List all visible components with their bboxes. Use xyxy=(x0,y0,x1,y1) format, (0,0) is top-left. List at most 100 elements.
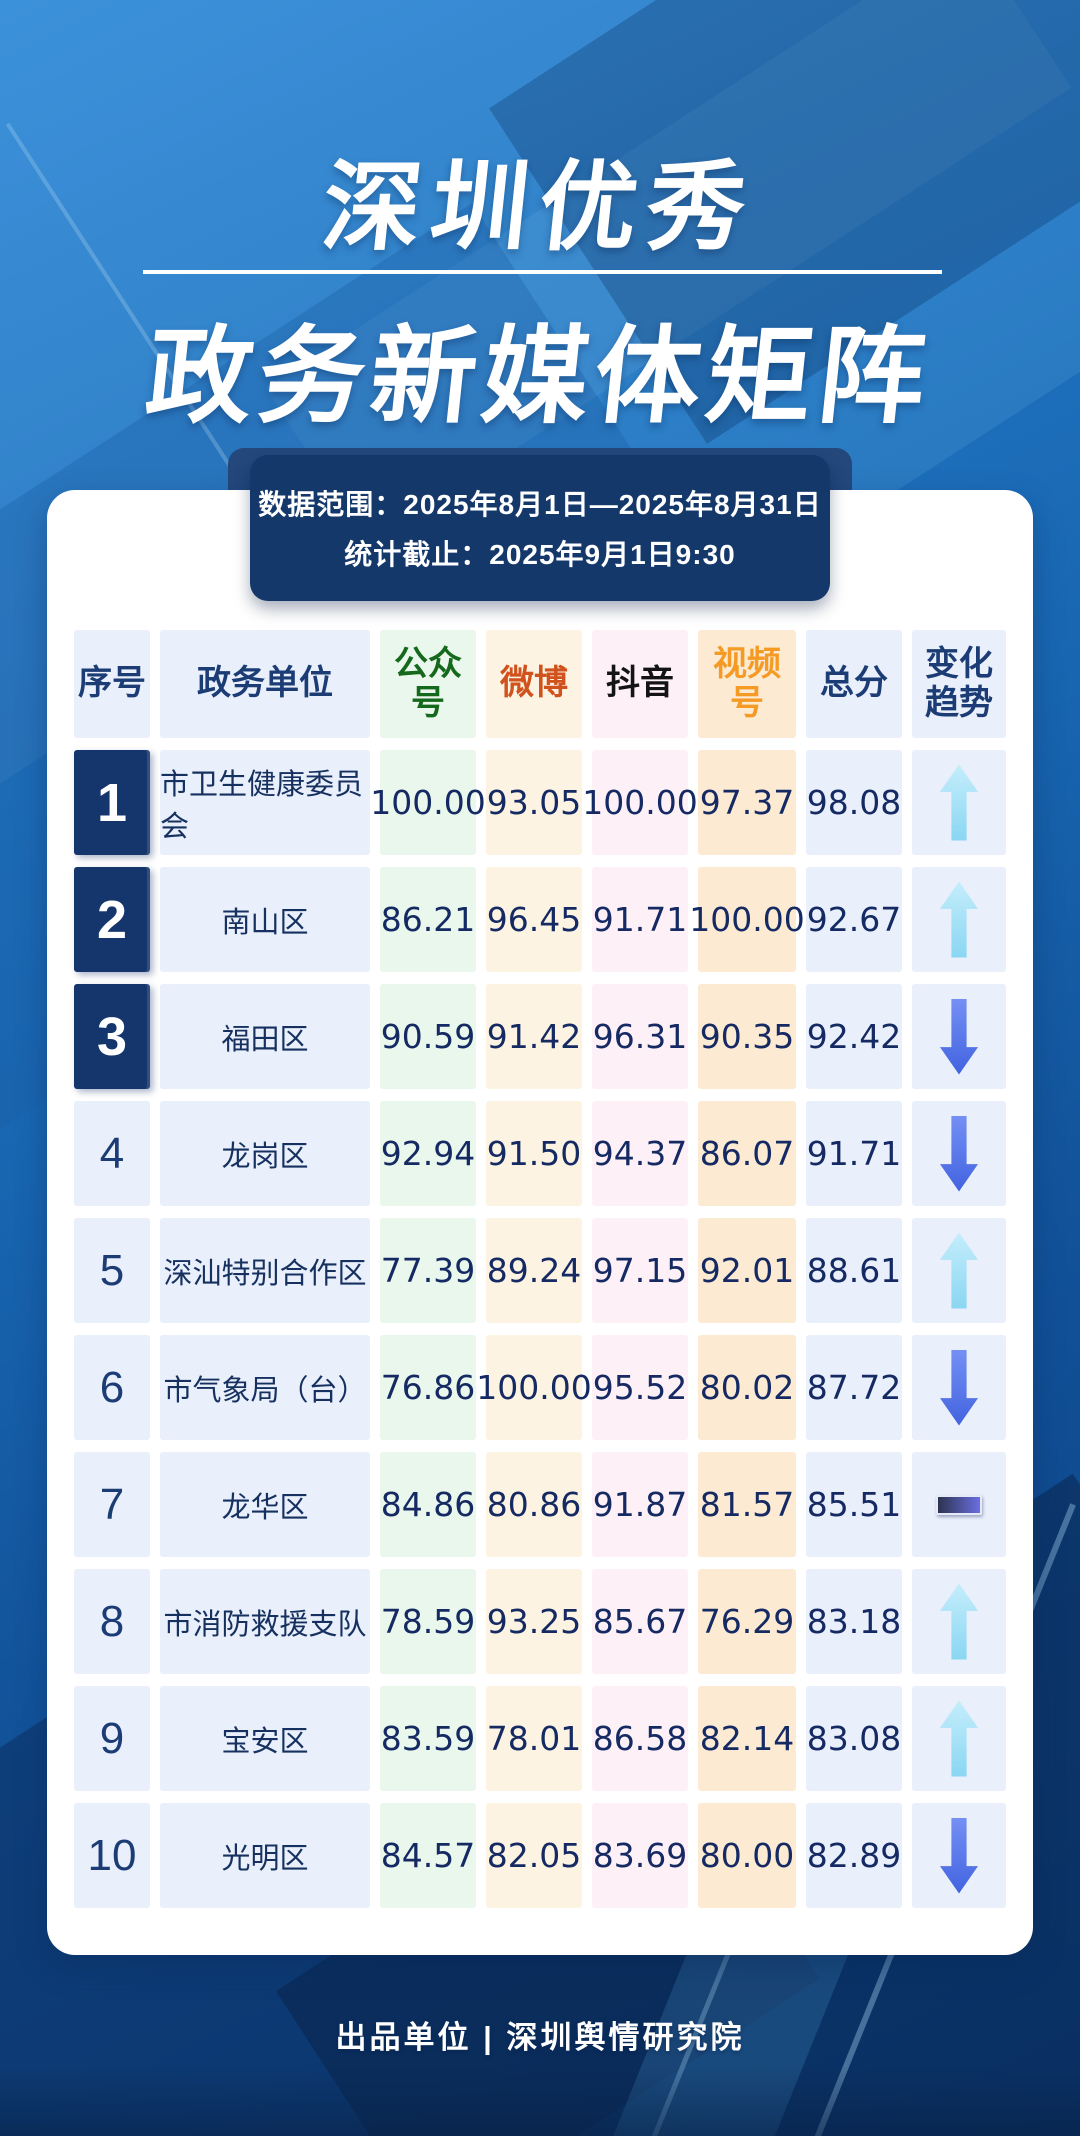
table-row: 9 宝安区 83.59 78.01 86.58 82.14 83.08 xyxy=(74,1686,1006,1791)
douyin-score-cell: 95.52 xyxy=(592,1335,688,1440)
unit-cell: 龙岗区 xyxy=(160,1101,370,1206)
gongzhonghao-score-cell: 84.86 xyxy=(380,1452,476,1557)
header-trend-text: 变化趋势 xyxy=(925,644,993,722)
header-douyin: 抖音 xyxy=(592,630,688,738)
weibo-score-cell: 80.86 xyxy=(486,1452,582,1557)
gongzhonghao-score-cell: 92.94 xyxy=(380,1101,476,1206)
unit-cell: 深汕特别合作区 xyxy=(160,1218,370,1323)
total-score-cell: 83.18 xyxy=(806,1569,902,1674)
weibo-score-cell: 78.01 xyxy=(486,1686,582,1791)
unit-cell: 龙华区 xyxy=(160,1452,370,1557)
weibo-score-cell: 91.42 xyxy=(486,984,582,1089)
douyin-score-cell: 97.15 xyxy=(592,1218,688,1323)
header-trend: 变化趋势 xyxy=(912,630,1006,738)
table-row: 1 市卫生健康委员会 100.00 93.05 100.00 97.37 98.08 xyxy=(74,750,1006,855)
gongzhonghao-score-cell: 86.21 xyxy=(380,867,476,972)
weibo-score-cell: 93.05 xyxy=(486,750,582,855)
trend-up-icon xyxy=(940,764,978,841)
shipinhao-score-cell: 90.35 xyxy=(698,984,796,1089)
gongzhonghao-score-cell: 83.59 xyxy=(380,1686,476,1791)
date-range-badge: 数据范围：2025年8月1日—2025年8月31日 统计截止：2025年9月1日… xyxy=(250,455,830,601)
gongzhonghao-score-cell: 78.59 xyxy=(380,1569,476,1674)
header-shipinhao: 视频号 xyxy=(698,630,796,738)
badge-date-range: 数据范围：2025年8月1日—2025年8月31日 xyxy=(258,489,822,520)
trend-cell xyxy=(912,1686,1006,1791)
trend-cell xyxy=(912,750,1006,855)
page-title-line-1-text: 深圳优秀 xyxy=(317,152,761,262)
header-rank: 序号 xyxy=(74,630,150,738)
shipinhao-score-cell: 80.00 xyxy=(698,1803,796,1908)
shipinhao-score-cell: 97.37 xyxy=(698,750,796,855)
douyin-score-cell: 91.71 xyxy=(592,867,688,972)
trend-up-icon xyxy=(940,881,978,958)
header-weibo: 微博 xyxy=(486,630,582,738)
table-row: 2 南山区 86.21 96.45 91.71 100.00 92.67 xyxy=(74,867,1006,972)
header-gongzhonghao: 公众号 xyxy=(380,630,476,738)
weibo-score-cell: 91.50 xyxy=(486,1101,582,1206)
rank-cell: 3 xyxy=(74,984,150,1089)
gongzhonghao-score-cell: 77.39 xyxy=(380,1218,476,1323)
rank-cell: 8 xyxy=(74,1569,150,1674)
trend-up-icon xyxy=(940,1583,978,1660)
trend-cell xyxy=(912,1101,1006,1206)
trend-flat-icon xyxy=(936,1494,982,1515)
shipinhao-score-cell: 76.29 xyxy=(698,1569,796,1674)
page-title-line-1: 深圳优秀 xyxy=(0,128,1080,270)
weibo-score-cell: 82.05 xyxy=(486,1803,582,1908)
trend-down-icon xyxy=(940,998,978,1075)
rank-cell: 6 xyxy=(74,1335,150,1440)
title-divider xyxy=(143,270,942,274)
page-title-line-2: 政务新媒体矩阵 xyxy=(0,290,1080,444)
table-row: 5 深汕特别合作区 77.39 89.24 97.15 92.01 88.61 xyxy=(74,1218,1006,1323)
rank-cell: 5 xyxy=(74,1218,150,1323)
table-card: 序号 政务单位 公众号 微博 抖音 视频号 总分 变化趋势 1 市卫生健康委员会 1… xyxy=(47,490,1033,1955)
shipinhao-score-cell: 82.14 xyxy=(698,1686,796,1791)
trend-cell xyxy=(912,984,1006,1089)
weibo-score-cell: 96.45 xyxy=(486,867,582,972)
douyin-score-cell: 91.87 xyxy=(592,1452,688,1557)
douyin-score-cell: 83.69 xyxy=(592,1803,688,1908)
trend-cell xyxy=(912,1803,1006,1908)
header-unit: 政务单位 xyxy=(160,630,370,738)
table-row: 10 光明区 84.57 82.05 83.69 80.00 82.89 xyxy=(74,1803,1006,1908)
rank-cell: 10 xyxy=(74,1803,150,1908)
gongzhonghao-score-cell: 90.59 xyxy=(380,984,476,1089)
shipinhao-score-cell: 100.00 xyxy=(689,867,805,972)
total-score-cell: 91.71 xyxy=(806,1101,902,1206)
total-score-cell: 83.08 xyxy=(806,1686,902,1791)
table-row: 8 市消防救援支队 78.59 93.25 85.67 76.29 83.18 xyxy=(74,1569,1006,1674)
shipinhao-score-cell: 80.02 xyxy=(698,1335,796,1440)
bg-bottom-shade xyxy=(0,2066,1080,2136)
weibo-score-cell: 100.00 xyxy=(476,1335,592,1440)
page-title-line-2-text: 政务新媒体矩阵 xyxy=(140,318,938,436)
douyin-score-cell: 85.67 xyxy=(592,1569,688,1674)
total-score-cell: 88.61 xyxy=(806,1218,902,1323)
unit-cell: 福田区 xyxy=(160,984,370,1089)
table-row: 3 福田区 90.59 91.42 96.31 90.35 92.42 xyxy=(74,984,1006,1089)
unit-cell: 市卫生健康委员会 xyxy=(160,750,370,855)
rank-cell: 4 xyxy=(74,1101,150,1206)
trend-up-icon xyxy=(940,1232,978,1309)
footer: 出品单位 | 深圳舆情研究院 xyxy=(0,2012,1080,2057)
trend-down-icon xyxy=(940,1349,978,1426)
trend-cell xyxy=(912,1452,1006,1557)
badge-cutoff-time: 统计截止：2025年9月1日9:30 xyxy=(344,539,736,570)
shipinhao-score-cell: 92.01 xyxy=(698,1218,796,1323)
header-total: 总分 xyxy=(806,630,902,738)
total-score-cell: 87.72 xyxy=(806,1335,902,1440)
table-body: 1 市卫生健康委员会 100.00 93.05 100.00 97.37 98.08 2 南山区… xyxy=(74,750,1006,1908)
gongzhonghao-score-cell: 84.57 xyxy=(380,1803,476,1908)
unit-cell: 宝安区 xyxy=(160,1686,370,1791)
douyin-score-cell: 86.58 xyxy=(592,1686,688,1791)
total-score-cell: 92.67 xyxy=(806,867,902,972)
shipinhao-score-cell: 86.07 xyxy=(698,1101,796,1206)
total-score-cell: 82.89 xyxy=(806,1803,902,1908)
unit-cell: 光明区 xyxy=(160,1803,370,1908)
trend-down-icon xyxy=(940,1115,978,1192)
weibo-score-cell: 89.24 xyxy=(486,1218,582,1323)
douyin-score-cell: 96.31 xyxy=(592,984,688,1089)
trend-cell xyxy=(912,1335,1006,1440)
trend-up-icon xyxy=(940,1700,978,1777)
gongzhonghao-score-cell: 100.00 xyxy=(370,750,486,855)
